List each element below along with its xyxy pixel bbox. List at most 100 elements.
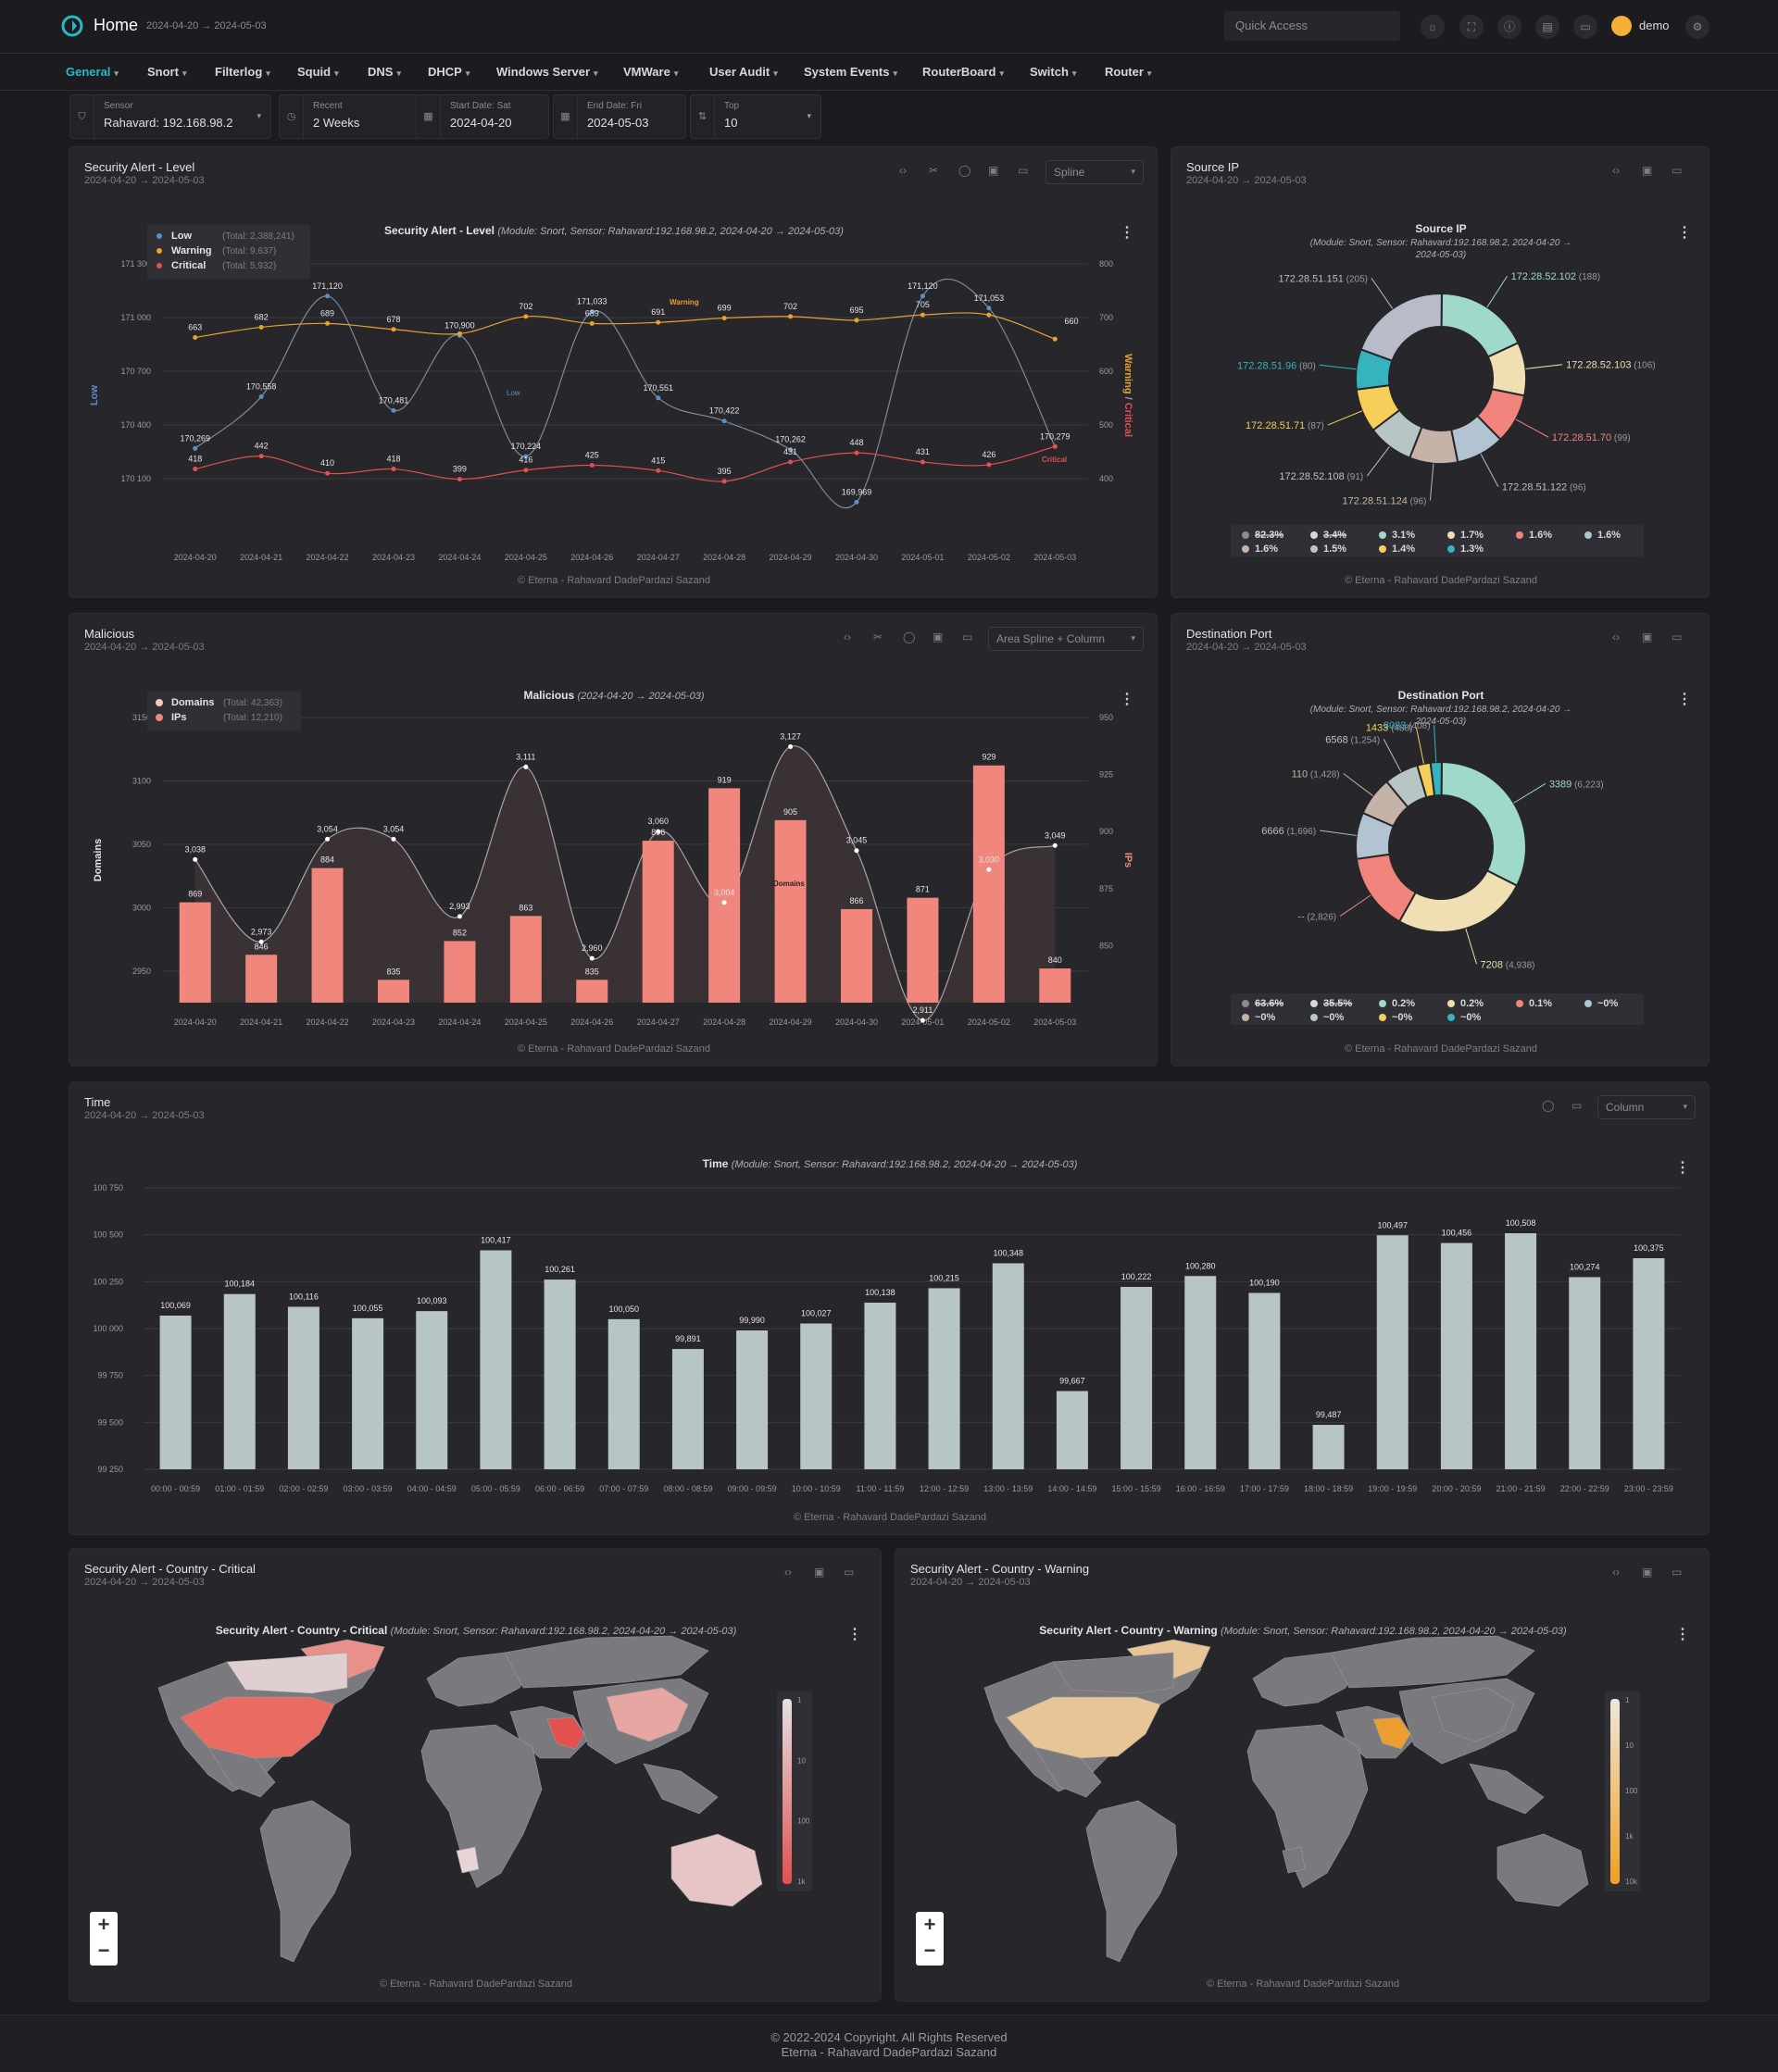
nav-label: Squid [297,65,332,79]
chart-menu-icon[interactable]: ⋮ [847,1627,862,1642]
time-bar [1312,1424,1345,1469]
ip-bar [642,841,674,1003]
chart-type-select[interactable]: Area Spline + Column ▾ [988,627,1144,651]
settings-icon[interactable]: ⚙ [1685,15,1709,39]
chart-menu-icon[interactable]: ⋮ [1675,1160,1690,1176]
start-date-field[interactable]: ▦ Start Date: Sat 2024-04-20 [416,94,549,139]
series-line-critical [194,445,1056,482]
comment-icon[interactable]: ▭ [844,1566,855,1579]
chart-type-select[interactable]: Spline ▾ [1046,160,1144,184]
nav-item-switch[interactable]: Switch ▾ [1030,65,1076,79]
sensor-select[interactable]: ⛉ Sensor Rahavard: 192.168.98.2 ▾ [69,94,271,139]
legend-marker [157,248,162,254]
malicious-chart: Malicious (2024-04-20 → 2024-05-03) 2950 3… [93,689,1133,1027]
nav-item-routerboard[interactable]: RouterBoard ▾ [922,65,1004,79]
theme-icon[interactable]: ☼ [1421,15,1445,39]
x-tick-label: 01:00 - 01:59 [215,1484,264,1493]
bar-label: 871 [916,885,930,894]
data-point [656,829,661,834]
circle-icon[interactable]: ◯ [1542,1099,1555,1112]
chart-menu-icon[interactable]: ⋮ [1120,225,1134,241]
nav-item-dns[interactable]: DNS ▾ [368,65,401,79]
nav-item-system-events[interactable]: System Events ▾ [804,65,897,79]
avatar[interactable] [1611,16,1632,36]
chart-menu-icon[interactable]: ⋮ [1677,692,1692,707]
code-icon[interactable]: ‹› [899,164,907,177]
map-zoom-control[interactable]: + − [90,1912,118,1966]
chart-type-select[interactable]: Column ▾ [1597,1095,1696,1119]
chart-menu-icon[interactable]: ⋮ [1120,692,1134,707]
notification-icon[interactable]: ▭ [1573,15,1597,39]
slice-label: 172.28.51.71 (87) [1246,420,1324,431]
slice-label: 172.28.52.108 (91) [1279,471,1363,482]
nav-item-dhcp[interactable]: DHCP ▾ [428,65,470,79]
map-zoom-control[interactable]: + − [916,1912,944,1966]
x-tick-label: 15:00 - 15:59 [1112,1484,1161,1493]
country-ir [1372,1716,1411,1750]
nav-item-snort[interactable]: Snort ▾ [147,65,186,79]
comment-icon[interactable]: ▭ [1672,164,1683,177]
fullscreen-icon[interactable]: ⛶ [1459,15,1484,39]
ip-bar [576,980,608,1003]
chevron-down-icon: ▾ [1146,69,1152,78]
code-icon[interactable]: ‹› [844,630,851,643]
username[interactable]: demo [1639,19,1670,32]
code-icon[interactable]: ‹› [1612,1566,1620,1579]
data-point [325,836,331,842]
layout-icon[interactable]: ▣ [933,630,944,643]
nav-item-windows-server[interactable]: Windows Server ▾ [496,65,598,79]
nav-item-general[interactable]: General ▾ [66,65,119,79]
comment-icon[interactable]: ▭ [962,630,973,643]
bar-label: 100,280 [1185,1261,1216,1270]
data-point [457,477,462,482]
scissors-icon[interactable]: ✂ [873,630,883,643]
nav-item-user-audit[interactable]: User Audit ▾ [709,65,778,79]
comment-icon[interactable]: ▭ [1672,1566,1683,1579]
chart-menu-icon[interactable]: ⋮ [1675,1627,1690,1642]
layout-icon[interactable]: ▣ [1642,1566,1653,1579]
circle-icon[interactable]: ◯ [958,164,971,177]
x-tick-label: 2024-04-26 [570,553,613,562]
nav-item-router[interactable]: Router ▾ [1105,65,1151,79]
y2-tick-label: 950 [1099,713,1113,722]
chart-title: Time (Module: Snort, Sensor: Rahavard:19… [703,1157,1078,1170]
scissors-icon[interactable]: ✂ [929,164,939,177]
code-icon[interactable]: ‹› [1612,630,1620,643]
chart-menu-icon[interactable]: ⋮ [1677,225,1692,241]
comment-icon[interactable]: ▭ [1571,1099,1583,1112]
nav-item-vmware[interactable]: VMWare ▾ [623,65,678,79]
panel-time: Time 2024-04-20 → 2024-05-03 ◯ ▭ Column ▾… [69,1081,1709,1535]
layout-icon[interactable]: ▣ [1642,164,1653,177]
layout-icon[interactable]: ▣ [988,164,999,177]
nav-item-squid[interactable]: Squid ▾ [297,65,339,79]
app-logo-icon[interactable] [61,15,83,37]
panel-title: Destination Port [1186,627,1272,641]
country-ca [226,1652,348,1694]
time-bar [736,1330,769,1469]
critical-country-map[interactable]: Security Alert - Country - Critical (Mod… [69,1549,883,2003]
document-icon[interactable]: ▤ [1535,15,1559,39]
data-point [920,312,925,318]
y2-tick-label: 800 [1099,259,1113,268]
data-label: 425 [585,451,599,460]
country-au [670,1833,763,1907]
data-point [325,293,331,299]
comment-icon[interactable]: ▭ [1018,164,1029,177]
layout-icon[interactable]: ▣ [1642,630,1653,643]
layout-icon[interactable]: ▣ [814,1566,825,1579]
warning-country-map[interactable]: Security Alert - Country - Warning (Modu… [895,1549,1710,2003]
y-tick-label: 100 000 [93,1324,123,1333]
top-select[interactable]: ⇅ Top 10 ▾ [690,94,821,139]
shield-icon: ⛉ [70,95,94,138]
page-title: Home [94,16,139,34]
nav-item-filterlog[interactable]: Filterlog ▾ [215,65,270,79]
code-icon[interactable]: ‹› [1612,164,1620,177]
code-icon[interactable]: ‹› [784,1566,792,1579]
data-label: 399 [453,465,467,474]
info-icon[interactable]: ⓘ [1497,15,1521,39]
x-tick-label: 2024-04-23 [372,1017,415,1027]
comment-icon[interactable]: ▭ [1672,630,1683,643]
circle-icon[interactable]: ◯ [903,630,916,643]
end-date-field[interactable]: ▦ End Date: Fri 2024-05-03 [553,94,686,139]
quick-access-input[interactable]: Quick Access [1224,11,1400,41]
